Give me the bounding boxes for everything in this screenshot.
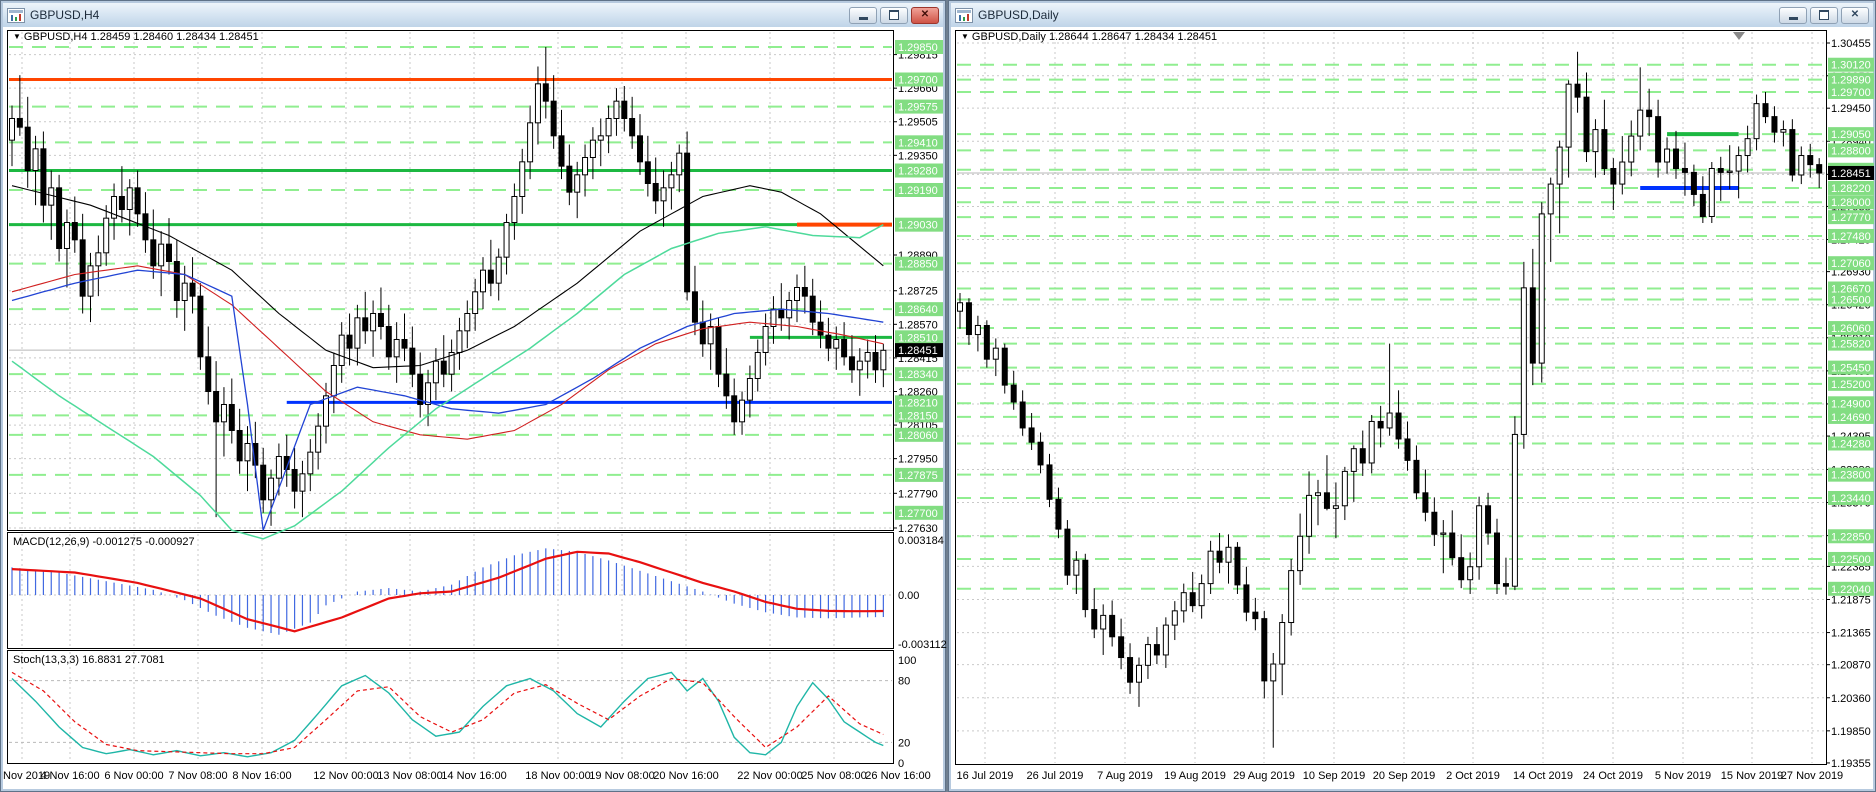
chart-client-h4[interactable] bbox=[3, 27, 943, 789]
caret-down-icon: ▼ bbox=[961, 32, 969, 41]
titlebar-h4[interactable]: GBPUSD,H4 ✕ bbox=[3, 3, 943, 28]
restore-button[interactable] bbox=[880, 6, 908, 24]
minimize-button[interactable] bbox=[849, 6, 877, 24]
chart-window-daily: GBPUSD,Daily ✕ bbox=[948, 0, 1876, 792]
chart-icon bbox=[7, 7, 25, 23]
stochastic-label: Stoch(13,3,3) 16.8831 27.7081 bbox=[13, 654, 165, 666]
restore-button[interactable] bbox=[1810, 6, 1838, 24]
ohlc-label-daily: ▼ GBPUSD,Daily 1.28644 1.28647 1.28434 1.… bbox=[961, 31, 1218, 43]
titlebar-daily[interactable]: GBPUSD,Daily ✕ bbox=[951, 3, 1873, 28]
close-button[interactable]: ✕ bbox=[911, 6, 939, 24]
minimize-icon bbox=[858, 16, 868, 20]
close-icon: ✕ bbox=[1850, 9, 1860, 20]
window-title: GBPUSD,Daily bbox=[978, 8, 1059, 22]
close-icon: ✕ bbox=[920, 9, 930, 20]
minimize-button[interactable] bbox=[1779, 6, 1807, 24]
macd-label: MACD(12,26,9) -0.001275 -0.000927 bbox=[13, 536, 195, 548]
chart-icon bbox=[955, 7, 973, 23]
caret-down-icon: ▼ bbox=[13, 32, 21, 41]
window-title: GBPUSD,H4 bbox=[30, 8, 100, 22]
chart-client-daily[interactable] bbox=[951, 27, 1873, 789]
restore-icon bbox=[1819, 10, 1829, 20]
minimize-icon bbox=[1788, 16, 1798, 20]
close-button[interactable]: ✕ bbox=[1841, 6, 1869, 24]
ohlc-label-h4: ▼ GBPUSD,H4 1.28459 1.28460 1.28434 1.284… bbox=[13, 31, 259, 43]
chart-window-h4: GBPUSD,H4 ✕ bbox=[0, 0, 946, 792]
restore-icon bbox=[889, 10, 899, 20]
